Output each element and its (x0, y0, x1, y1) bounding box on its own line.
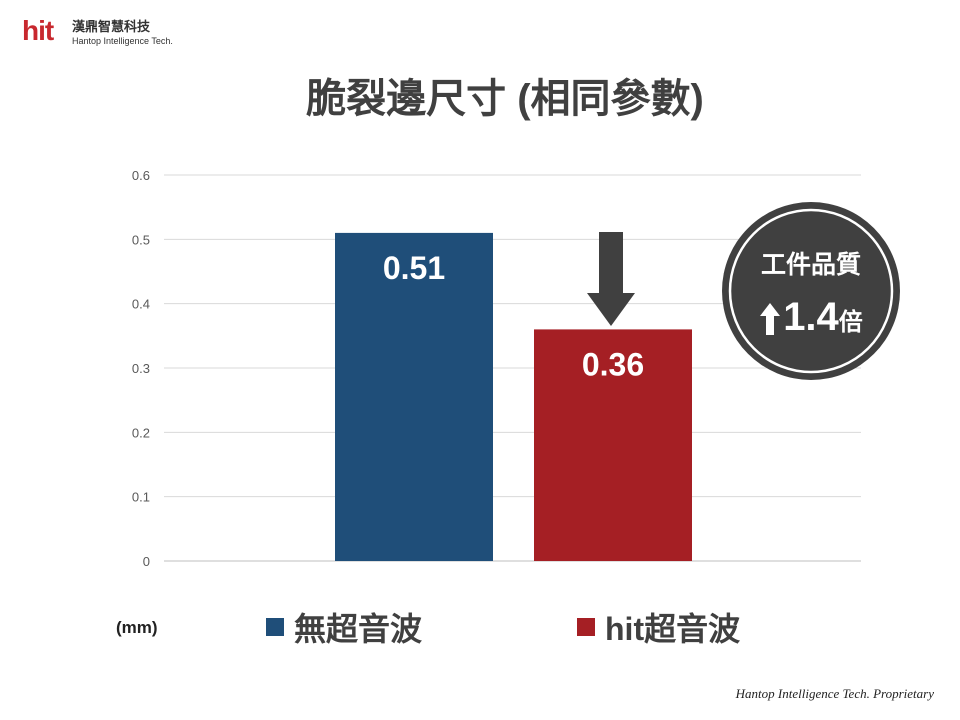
legend-item-hit-ultrasonic: hit超音波 (577, 611, 740, 647)
y-tick-label: 0.2 (132, 425, 150, 440)
logo-english-name: Hantop Intelligence Tech. (72, 36, 173, 46)
logo-chinese-name: 漢鼎智慧科技 (72, 19, 151, 34)
unit-label: (mm) (116, 618, 158, 637)
badge-value-line: 1.4倍 (736, 294, 886, 346)
badge-unit: 倍 (838, 309, 863, 336)
badge-title: 工件品質 (760, 251, 861, 279)
data-label-1: 0.51 (383, 250, 445, 286)
legend-label: 無超音波 (294, 611, 423, 647)
data-label-2: 0.36 (582, 346, 644, 382)
y-tick-label: 0.1 (132, 490, 150, 505)
up-arrow-icon (760, 303, 781, 336)
legend-swatch-red (577, 618, 595, 636)
data-labels: 0.51 0.36 (383, 250, 644, 383)
legend-item-no-ultrasonic: 無超音波 (266, 611, 422, 647)
y-tick-label: 0.5 (132, 232, 150, 247)
bar-2 (534, 329, 692, 561)
bar-1 (335, 232, 493, 561)
legend-swatch-blue (266, 618, 284, 636)
y-tick-label: 0 (143, 554, 150, 569)
badge-value: 1.4 (783, 295, 839, 339)
footer-proprietary: Hantop Intelligence Tech. Proprietary (735, 686, 934, 701)
y-tick-label: 0.6 (132, 168, 150, 183)
quality-badge (722, 202, 900, 380)
bars (335, 232, 692, 561)
down-arrow-icon (587, 232, 635, 326)
y-tick-label: 0.4 (132, 297, 150, 312)
logo-brand: hit (22, 15, 54, 46)
slide-title: 脆裂邊尺寸 (相同參數) (306, 77, 704, 121)
y-tick-label: 0.3 (132, 361, 150, 376)
y-axis-ticks: 0 0.1 0.2 0.3 0.4 0.5 0.6 (132, 168, 150, 569)
legend-label: hit超音波 (605, 611, 741, 647)
